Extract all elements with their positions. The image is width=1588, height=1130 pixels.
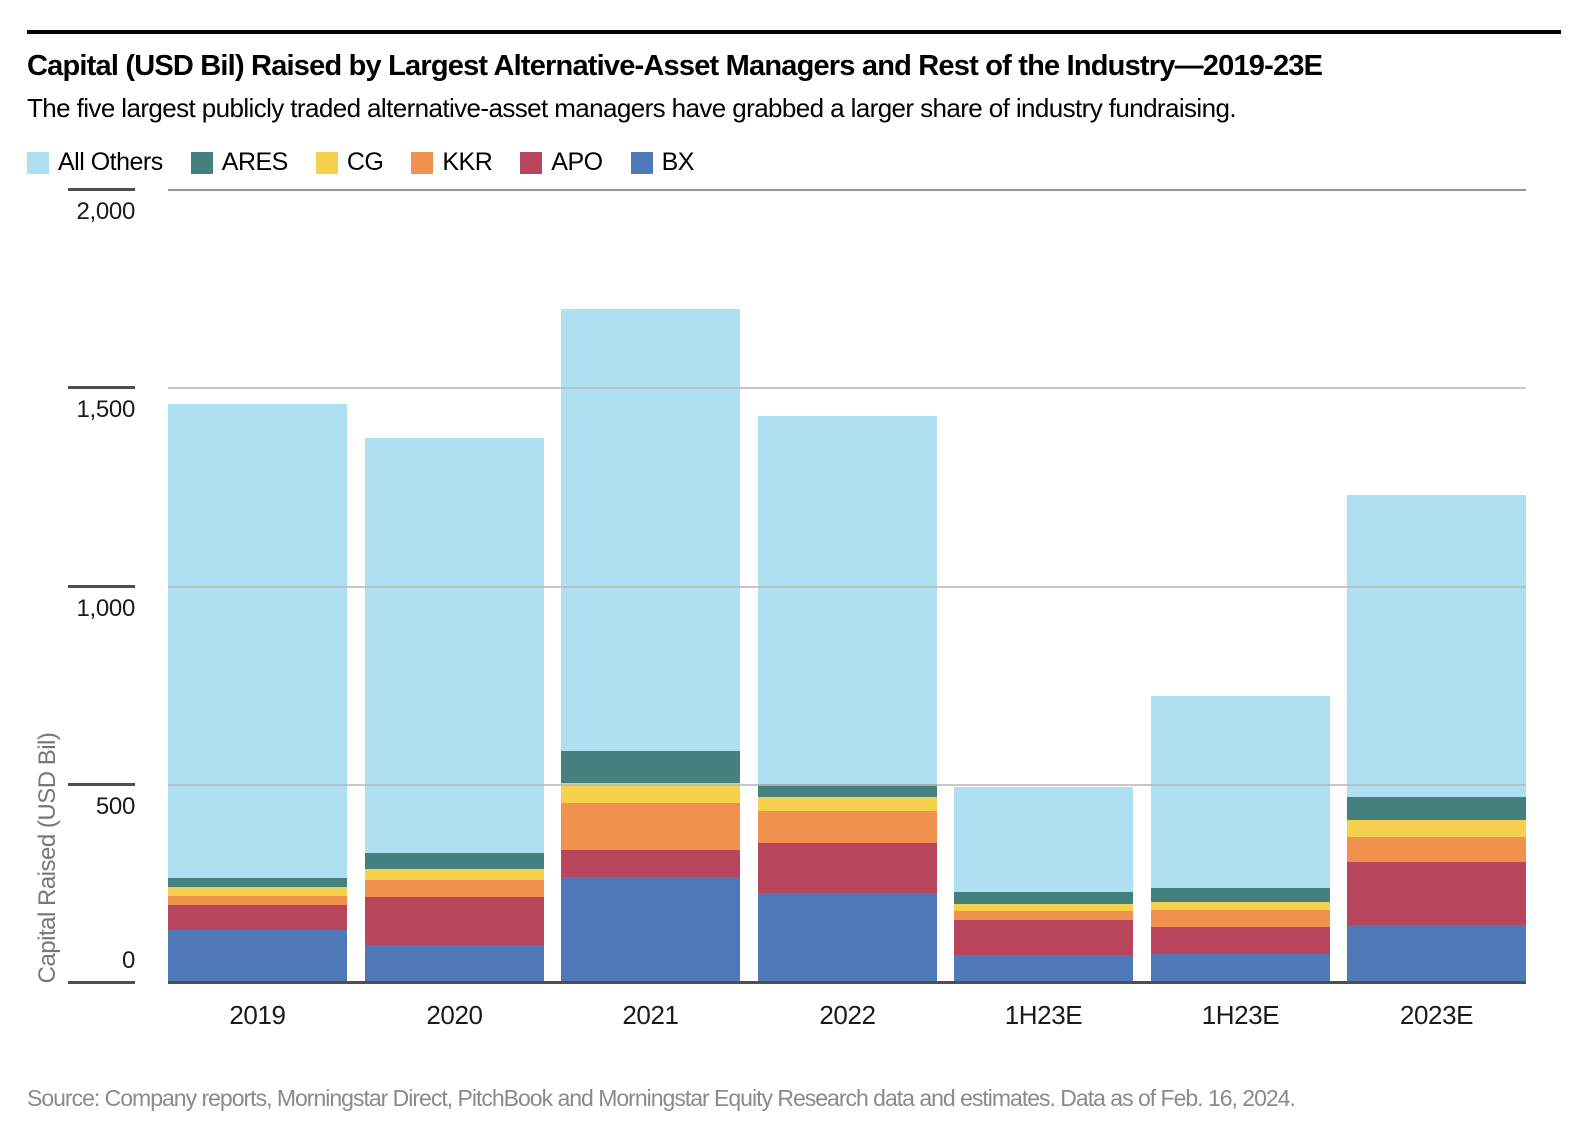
legend: All Others ARES CG KKR APO BX — [27, 148, 694, 177]
bar-3-2022-segment-APO — [758, 843, 937, 894]
legend-item-APO: APO — [520, 148, 603, 177]
x-axis-baseline — [168, 981, 1526, 984]
bar-4-1H23E-segment-APO — [954, 920, 1133, 956]
gridline-1000 — [168, 585, 1526, 588]
legend-item-All-Others: All Others — [27, 148, 163, 177]
y-tick-label-500: 500 — [95, 792, 135, 820]
bar-6-2023E-segment-KKR — [1347, 836, 1526, 862]
bar-2-2021-segment-BX — [561, 876, 740, 983]
bar-4-1H23E-segment-CG — [954, 903, 1133, 912]
bar-4-1H23E-segment-KKR — [954, 911, 1133, 921]
bar-5-1H23E-segment-CG — [1151, 901, 1330, 911]
bar-0-2019-segment-KKR — [168, 895, 347, 905]
bar-2-2021-segment-CG — [561, 782, 740, 803]
bar-4-1H23E-segment-All-Others — [954, 786, 1133, 893]
bar-0-2019-segment-APO — [168, 904, 347, 930]
legend-label-All-Others: All Others — [58, 148, 163, 176]
gridline-2000 — [168, 189, 1526, 191]
header-rule — [27, 30, 1561, 34]
x-tick-label-4: 1H23E — [1004, 1000, 1083, 1030]
legend-item-ARES: ARES — [190, 148, 289, 177]
legend-item-CG: CG — [315, 148, 384, 177]
legend-label-APO: APO — [551, 148, 603, 176]
bar-6-2023E-segment-All-Others — [1347, 495, 1526, 798]
y-tick-label-2000: 2,000 — [76, 198, 135, 225]
bar-3-2022-segment-CG — [758, 797, 937, 811]
bar-4-1H23E-segment-ARES — [954, 892, 1133, 904]
bar-2-2021-segment-All-Others — [561, 308, 740, 752]
chart-title: Capital (USD Bil) Raised by Largest Alte… — [27, 50, 1323, 82]
bar-1-2020-segment-CG — [365, 868, 544, 880]
x-tick-label-2: 2021 — [622, 1000, 679, 1030]
bar-5-1H23E-segment-APO — [1151, 926, 1330, 955]
bar-6-2023E-segment-CG — [1347, 819, 1526, 837]
bar-1-2020-segment-BX — [365, 944, 544, 983]
y-tick-label-1000: 1,000 — [76, 594, 135, 622]
legend-label-ARES: ARES — [221, 148, 289, 176]
bar-1-2020-segment-APO — [365, 896, 544, 945]
x-tick-label-5: 1H23E — [1201, 1000, 1280, 1030]
x-tick-label-1: 2020 — [426, 1000, 483, 1030]
bar-1-2020-segment-All-Others — [365, 437, 544, 854]
legend-swatch-ARES — [190, 151, 213, 174]
x-tick-label-3: 2022 — [819, 1000, 876, 1030]
y-axis-tick-2000 — [68, 188, 135, 191]
bar-5-1H23E-segment-KKR — [1151, 910, 1330, 927]
bar-0-2019-segment-BX — [168, 929, 347, 983]
gridline-1500 — [168, 387, 1526, 390]
source-note: Source: Company reports, Morningstar Dir… — [27, 1085, 1296, 1111]
bar-5-1H23E-segment-ARES — [1151, 888, 1330, 902]
bar-5-1H23E-segment-All-Others — [1151, 695, 1330, 889]
legend-item-KKR: KKR — [411, 148, 493, 177]
y-axis-tick-1500 — [68, 386, 135, 390]
chart-subtitle: The five largest publicly traded alterna… — [27, 93, 1237, 123]
legend-label-BX: BX — [661, 148, 695, 176]
legend-item-BX: BX — [630, 148, 695, 177]
legend-swatch-KKR — [411, 151, 434, 174]
bar-3-2022-segment-KKR — [758, 810, 937, 844]
x-tick-label-6: 2023E — [1399, 1000, 1474, 1030]
bar-5-1H23E-segment-BX — [1151, 954, 1330, 983]
bar-2-2021-segment-ARES — [561, 751, 740, 783]
bar-0-2019-segment-ARES — [168, 877, 347, 888]
bar-6-2023E-segment-ARES — [1347, 797, 1526, 820]
y-axis-tick-0 — [68, 981, 135, 984]
bar-6-2023E-segment-BX — [1347, 924, 1526, 983]
x-tick-label-0: 2019 — [229, 1000, 286, 1030]
bar-2-2021-segment-KKR — [561, 802, 740, 851]
y-tick-label-1500: 1,500 — [76, 396, 135, 424]
y-axis-tick-500 — [68, 782, 135, 786]
bar-0-2019-segment-All-Others — [168, 404, 347, 878]
legend-swatch-All-Others — [27, 151, 49, 174]
bar-1-2020-segment-KKR — [365, 879, 544, 897]
legend-swatch-APO — [520, 151, 543, 174]
bar-6-2023E-segment-APO — [1347, 861, 1526, 925]
legend-label-KKR: KKR — [442, 148, 493, 176]
bar-0-2019-segment-CG — [168, 887, 347, 896]
legend-label-CG: CG — [346, 148, 384, 176]
bar-3-2022-segment-ARES — [758, 783, 937, 798]
bar-1-2020-segment-ARES — [365, 853, 544, 869]
bar-3-2022-segment-BX — [758, 893, 937, 983]
bar-2-2021-segment-APO — [561, 850, 740, 877]
legend-swatch-BX — [630, 151, 653, 174]
legend-swatch-CG — [315, 151, 338, 174]
y-axis-title: Capital Raised (USD Bil) — [34, 732, 61, 984]
y-axis-tick-1000 — [68, 584, 135, 588]
gridline-500 — [168, 783, 1526, 786]
bar-4-1H23E-segment-BX — [954, 955, 1133, 983]
bar-3-2022-segment-All-Others — [758, 416, 937, 784]
y-tick-label-0: 0 — [121, 947, 135, 974]
